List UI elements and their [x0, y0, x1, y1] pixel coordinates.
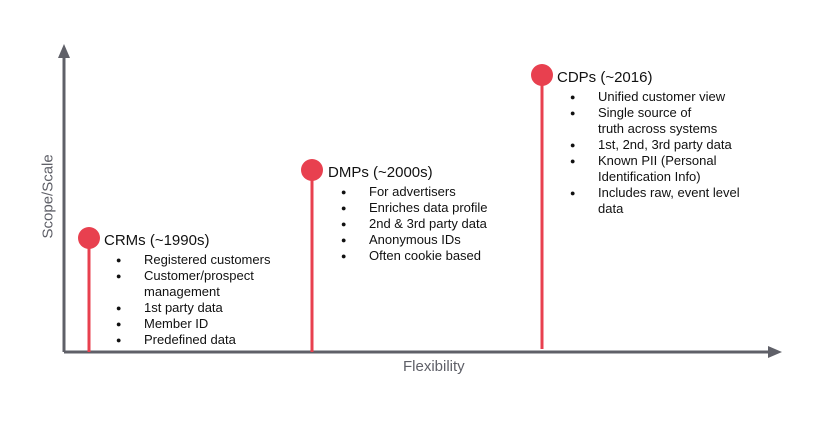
list-item: Includes raw, event level data	[570, 185, 768, 217]
cdp-list: Unified customer view Single source of t…	[570, 89, 760, 217]
list-item: 1st, 2nd, 3rd party data	[570, 137, 760, 153]
list-item: Registered customers	[116, 252, 296, 268]
list-item: Unified customer view	[570, 89, 760, 105]
list-item: 1st party data	[116, 300, 296, 316]
list-item: Known PII (Personal Identification Info)	[570, 153, 738, 185]
list-item: Often cookie based	[341, 248, 541, 264]
list-item: Single source of truth across systems	[570, 105, 720, 137]
list-item: Member ID	[116, 316, 296, 332]
cdp-marker	[531, 64, 553, 86]
cdp-title: CDPs (~2016)	[557, 69, 653, 86]
y-axis-arrow	[58, 44, 70, 58]
list-item: Customer/prospect management	[116, 268, 264, 300]
x-axis-arrow	[768, 346, 782, 358]
crm-list: Registered customers Customer/prospect m…	[116, 252, 296, 348]
dmp-title: DMPs (~2000s)	[328, 164, 433, 181]
list-item: Predefined data	[116, 332, 296, 348]
dmp-marker	[301, 159, 323, 181]
crm-marker	[78, 227, 100, 249]
list-item: 2nd & 3rd party data	[341, 216, 541, 232]
list-item: Anonymous IDs	[341, 232, 541, 248]
list-item: For advertisers	[341, 184, 541, 200]
list-item: Enriches data profile	[341, 200, 541, 216]
crm-title: CRMs (~1990s)	[104, 232, 210, 249]
x-axis-label: Flexibility	[403, 358, 465, 375]
dmp-list: For advertisers Enriches data profile 2n…	[341, 184, 541, 264]
y-axis-label: Scope/Scale	[39, 154, 57, 239]
